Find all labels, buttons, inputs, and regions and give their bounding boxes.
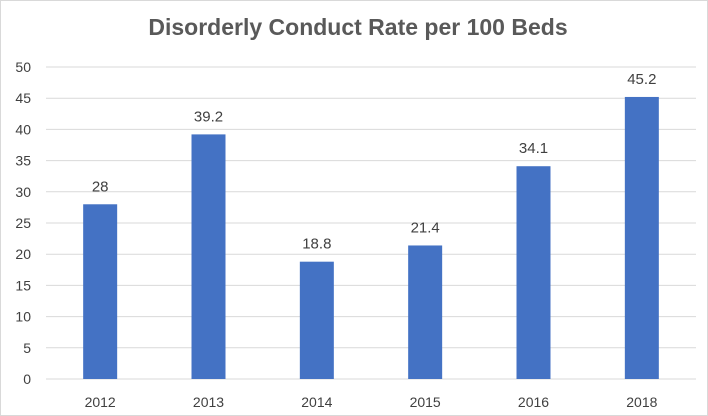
bar-2016	[516, 166, 551, 379]
x-tick-label-2018: 2018	[626, 394, 657, 410]
x-axis: 2012 2013 2014 2015 2016 2018	[85, 394, 658, 410]
y-tick-label: 30	[15, 184, 31, 200]
data-label-2016: 34.1	[519, 140, 548, 157]
gridlines	[46, 66, 696, 380]
y-tick-label: 45	[15, 90, 31, 106]
x-tick-label-2013: 2013	[193, 394, 224, 410]
data-label-2013: 39.2	[194, 108, 223, 125]
y-tick-label: 20	[15, 246, 31, 262]
bar-series	[83, 96, 659, 380]
x-tick-label-2016: 2016	[518, 394, 549, 410]
y-tick-label: 0	[23, 371, 31, 387]
data-label-2014: 18.8	[302, 236, 331, 253]
bar-2013	[191, 134, 226, 379]
data-label-2012: 28	[92, 178, 109, 195]
y-tick-label: 25	[15, 215, 31, 231]
bar-2018	[624, 96, 659, 380]
y-axis: 0 5 10 15 20 25 30 35 40 45 50	[15, 59, 31, 387]
x-tick-label-2014: 2014	[301, 394, 332, 410]
x-tick-label-2012: 2012	[85, 394, 116, 410]
y-tick-label: 50	[15, 59, 31, 75]
bar-2012	[83, 204, 118, 379]
data-label-2018: 45.2	[627, 71, 656, 88]
y-tick-label: 40	[15, 121, 31, 137]
data-labels: 28 39.2 18.8 21.4 34.1 45.2	[92, 71, 657, 253]
y-tick-label: 35	[15, 153, 31, 169]
y-tick-label: 5	[23, 340, 31, 356]
y-tick-label: 10	[15, 309, 31, 325]
y-tick-label: 15	[15, 277, 31, 293]
chart-title: Disorderly Conduct Rate per 100 Beds	[148, 14, 567, 40]
x-tick-label-2015: 2015	[410, 394, 441, 410]
data-label-2015: 21.4	[411, 219, 440, 236]
bar-2014	[299, 261, 334, 379]
bar-2015	[408, 245, 443, 379]
